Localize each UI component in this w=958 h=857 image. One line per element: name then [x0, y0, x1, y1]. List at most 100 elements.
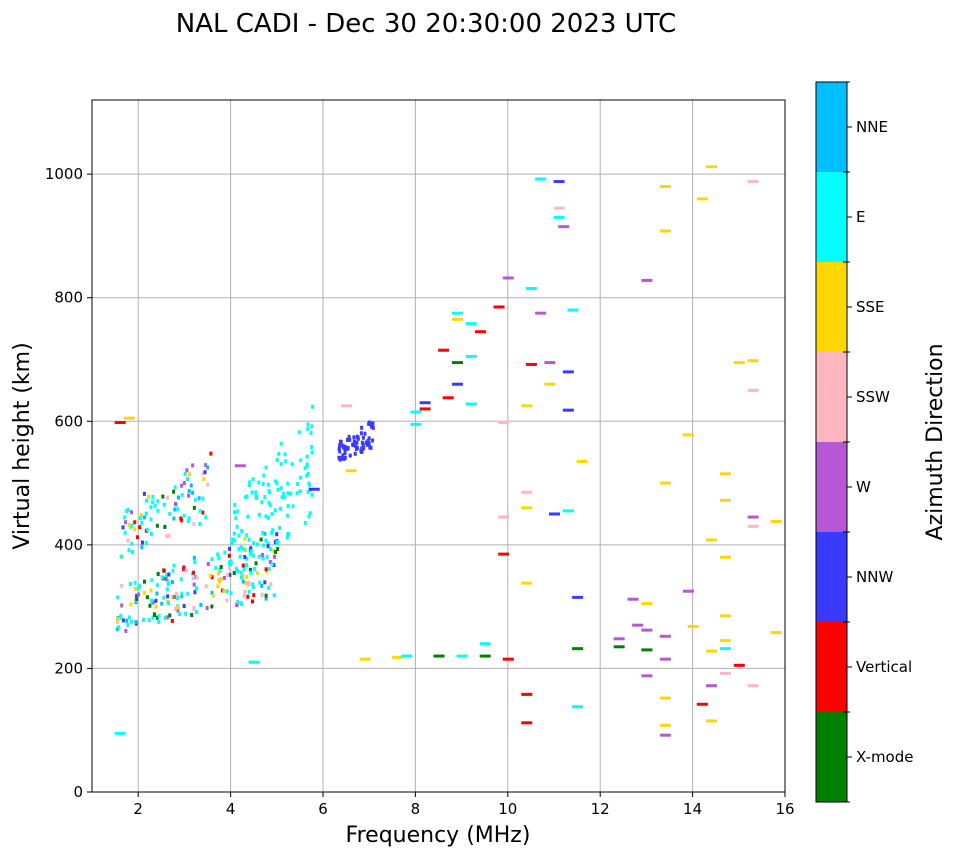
data-point	[627, 597, 639, 601]
data-point	[285, 535, 289, 540]
data-point	[251, 477, 255, 482]
data-point	[451, 317, 463, 321]
data-point	[370, 424, 374, 429]
data-point	[267, 585, 271, 590]
data-point	[266, 541, 270, 546]
data-point	[613, 645, 625, 649]
data-point	[157, 619, 161, 624]
data-point	[225, 598, 229, 603]
data-point	[451, 311, 463, 315]
data-point	[535, 311, 547, 315]
data-point	[308, 511, 312, 516]
y-tick-label: 1000	[45, 165, 83, 183]
data-point	[218, 579, 222, 584]
data-point	[165, 534, 169, 539]
colorbar-segment	[816, 712, 847, 802]
data-point	[360, 440, 364, 445]
data-point	[659, 185, 671, 188]
data-point	[124, 628, 128, 633]
data-point	[228, 572, 232, 577]
data-point	[210, 575, 214, 580]
data-point	[306, 489, 310, 494]
data-point	[525, 286, 537, 290]
data-point	[274, 549, 278, 554]
colorbar-category-label: X-mode	[856, 748, 913, 766]
data-point	[521, 506, 533, 510]
data-point	[338, 443, 342, 448]
data-point	[419, 407, 431, 411]
data-point	[222, 588, 226, 593]
x-axis-ticks: 2 4 6 8 10 12 14 16	[133, 792, 795, 818]
data-point	[273, 554, 277, 559]
data-point	[160, 575, 164, 580]
data-point	[124, 520, 128, 525]
data-point	[262, 543, 266, 548]
data-point	[234, 566, 238, 571]
data-point	[180, 483, 184, 488]
data-point	[245, 494, 249, 499]
data-point	[194, 586, 198, 591]
data-point	[216, 571, 220, 576]
data-point	[135, 597, 139, 602]
data-point	[163, 524, 167, 529]
y-tick-label: 0	[73, 783, 83, 801]
data-point	[194, 575, 198, 580]
data-point	[232, 571, 236, 576]
colorbar-category-label: SSW	[856, 388, 890, 406]
data-point	[198, 509, 202, 514]
data-point	[613, 637, 625, 641]
data-point	[249, 546, 253, 551]
data-point	[719, 498, 731, 502]
data-point	[706, 684, 718, 688]
colorbar-segment	[816, 82, 847, 172]
data-point	[659, 229, 671, 233]
colorbar-segment	[816, 442, 847, 532]
data-point	[290, 462, 294, 467]
colorbar-segment	[816, 622, 847, 712]
data-point	[166, 594, 170, 599]
data-point	[279, 506, 283, 511]
data-point	[245, 533, 249, 538]
data-point	[204, 515, 208, 520]
data-point	[248, 551, 252, 556]
data-point	[367, 420, 371, 425]
data-point	[218, 569, 222, 574]
data-point	[341, 453, 345, 458]
data-point	[210, 590, 214, 595]
data-point	[185, 468, 189, 473]
data-point	[204, 584, 208, 589]
data-point	[251, 585, 255, 590]
data-point	[149, 531, 153, 536]
data-point	[140, 545, 144, 550]
data-point	[354, 444, 358, 449]
data-point	[242, 567, 246, 572]
data-point	[498, 421, 510, 425]
data-point	[271, 528, 275, 533]
data-point	[682, 589, 694, 593]
data-point	[451, 361, 463, 365]
data-point	[502, 276, 514, 280]
data-point	[187, 472, 191, 477]
data-point	[361, 442, 365, 447]
data-point	[205, 606, 209, 611]
data-point	[243, 589, 247, 594]
data-point	[367, 436, 371, 441]
y-tick-label: 600	[54, 412, 83, 430]
data-point	[733, 663, 745, 667]
data-point	[275, 540, 279, 545]
data-point	[706, 538, 718, 542]
data-point	[173, 501, 177, 506]
data-point	[359, 431, 363, 436]
data-point	[297, 430, 301, 435]
data-point	[641, 628, 653, 632]
data-point	[244, 495, 248, 500]
data-point	[268, 560, 272, 565]
data-point	[337, 455, 341, 460]
data-point	[576, 459, 588, 463]
data-point	[123, 515, 127, 520]
data-point	[245, 556, 249, 561]
data-point	[143, 590, 147, 595]
data-point	[135, 535, 139, 540]
data-point	[151, 495, 155, 500]
